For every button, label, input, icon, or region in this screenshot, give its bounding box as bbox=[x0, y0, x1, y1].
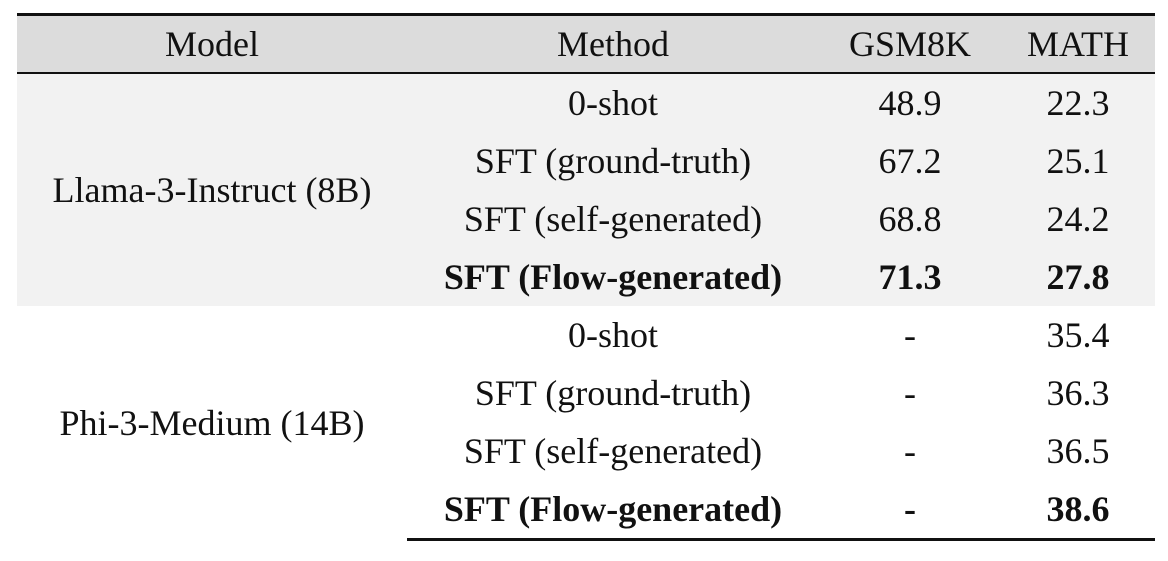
math-cell: 36.3 bbox=[1001, 364, 1155, 422]
header-model: Model bbox=[17, 13, 407, 74]
math-cell: 25.1 bbox=[1001, 132, 1155, 190]
header-gsm8k: GSM8K bbox=[819, 13, 1001, 74]
gsm8k-cell: - bbox=[819, 306, 1001, 364]
gsm8k-cell: - bbox=[819, 422, 1001, 480]
results-table: Model Method GSM8K MATH Llama-3-Instruct… bbox=[17, 13, 1155, 541]
table-row: SFT (ground-truth) 67.2 25.1 bbox=[17, 132, 1155, 190]
table-row: SFT (Flow-generated) - 38.6 bbox=[17, 480, 1155, 541]
gsm8k-cell: 67.2 bbox=[819, 132, 1001, 190]
method-cell-best: SFT (Flow-generated) bbox=[407, 480, 819, 541]
math-cell: 24.2 bbox=[1001, 190, 1155, 248]
table-header: Model Method GSM8K MATH bbox=[17, 13, 1155, 74]
method-cell: SFT (self-generated) bbox=[407, 422, 819, 480]
header-method: Method bbox=[407, 13, 819, 74]
table-row: SFT (self-generated) - 36.5 bbox=[17, 422, 1155, 480]
method-cell-best: SFT (Flow-generated) bbox=[407, 248, 819, 306]
header-math: MATH bbox=[1001, 13, 1155, 74]
math-cell: 35.4 bbox=[1001, 306, 1155, 364]
table-row: Llama-3-Instruct (8B) 0-shot 48.9 22.3 bbox=[17, 73, 1155, 306]
table-row: SFT (self-generated) 68.8 24.2 bbox=[17, 190, 1155, 248]
method-cell: 0-shot bbox=[407, 306, 819, 364]
results-table-wrapper: Model Method GSM8K MATH Llama-3-Instruct… bbox=[17, 13, 1155, 541]
model-cell-llama: Llama-3-Instruct (8B) bbox=[17, 73, 407, 306]
header-row: Model Method GSM8K MATH bbox=[17, 13, 1155, 74]
math-cell-best: 38.6 bbox=[1001, 480, 1155, 541]
table-row: SFT (ground-truth) - 36.3 bbox=[17, 364, 1155, 422]
math-cell: 22.3 bbox=[1001, 73, 1155, 132]
gsm8k-cell: 48.9 bbox=[819, 73, 1001, 132]
model-cell-phi: Phi-3-Medium (14B) bbox=[17, 306, 407, 540]
gsm8k-cell-best: - bbox=[819, 480, 1001, 541]
method-cell: SFT (ground-truth) bbox=[407, 364, 819, 422]
table-row: Phi-3-Medium (14B) 0-shot - 35.4 bbox=[17, 306, 1155, 540]
math-cell-best: 27.8 bbox=[1001, 248, 1155, 306]
gsm8k-cell: - bbox=[819, 364, 1001, 422]
math-cell: 36.5 bbox=[1001, 422, 1155, 480]
method-cell: SFT (self-generated) bbox=[407, 190, 819, 248]
table-row: SFT (Flow-generated) 71.3 27.8 bbox=[17, 248, 1155, 306]
gsm8k-cell: 68.8 bbox=[819, 190, 1001, 248]
table-body: Llama-3-Instruct (8B) 0-shot 48.9 22.3 S… bbox=[17, 73, 1155, 541]
gsm8k-cell-best: 71.3 bbox=[819, 248, 1001, 306]
method-cell: SFT (ground-truth) bbox=[407, 132, 819, 190]
method-cell: 0-shot bbox=[407, 73, 819, 132]
